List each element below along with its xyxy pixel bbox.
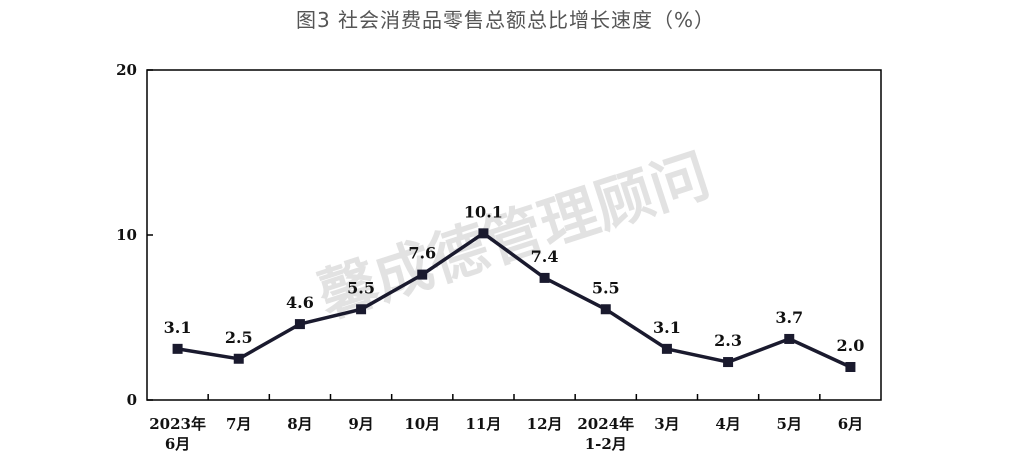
- data-point: [600, 304, 611, 315]
- data-label: 7.6: [408, 244, 436, 263]
- data-label: 2.5: [225, 328, 253, 347]
- x-tick-label: 7月: [226, 415, 251, 433]
- data-point: [845, 362, 856, 372]
- data-label: 10.1: [464, 202, 503, 221]
- x-tick-label: 12月: [527, 415, 563, 433]
- y-axis: 0 10 20: [116, 61, 153, 409]
- x-tick-label: 6月: [165, 435, 190, 453]
- data-point: [172, 343, 183, 354]
- data-point: [478, 228, 489, 239]
- x-axis: 2023年 6月 7月 8月 9月 10月 11月 12月 2024年 1-2月 3月 4月 5月 6月: [149, 394, 863, 453]
- data-label: 2.0: [836, 336, 864, 355]
- y-tick-label: 0: [127, 391, 137, 409]
- y-tick-label: 20: [116, 61, 137, 79]
- data-point: [784, 333, 795, 344]
- x-tick-label: 9月: [348, 415, 373, 433]
- x-tick-label: 4月: [715, 415, 740, 433]
- x-tick-label: 5月: [777, 415, 802, 433]
- series-line: [177, 231, 852, 369]
- data-point: [723, 357, 734, 368]
- data-point: [233, 353, 244, 364]
- data-point: [539, 272, 550, 283]
- series-layer: 3.1 2.5 4.6 5.5 7.6 10.1 7.4 5.5 3.1 2.3 3.7 2.0: [164, 202, 864, 372]
- data-label: 2.3: [714, 331, 742, 350]
- data-label: 4.6: [286, 293, 314, 312]
- y-tick-label: 10: [116, 226, 137, 244]
- x-tick-label: 2024年: [577, 415, 634, 433]
- data-label: 3.1: [653, 318, 681, 337]
- x-tick-label: 2023年: [149, 415, 206, 433]
- data-label: 5.5: [347, 278, 375, 297]
- x-tick-label: 8月: [287, 415, 312, 433]
- x-tick-label: 1-2月: [585, 435, 627, 453]
- x-tick-label: 10月: [404, 415, 440, 433]
- data-point: [417, 269, 428, 280]
- x-tick-label: 11月: [465, 415, 501, 433]
- data-label: 3.1: [164, 318, 192, 337]
- chart-title: 图3 社会消费品零售总额总比增长速度（%）: [295, 8, 716, 32]
- x-tick-label: 3月: [654, 415, 679, 433]
- data-label: 7.4: [531, 247, 559, 266]
- data-label: 3.7: [775, 308, 803, 327]
- data-label: 5.5: [592, 278, 620, 297]
- data-point: [356, 304, 367, 315]
- data-point: [294, 319, 305, 330]
- data-point: [661, 343, 672, 354]
- x-tick-label: 6月: [838, 415, 863, 433]
